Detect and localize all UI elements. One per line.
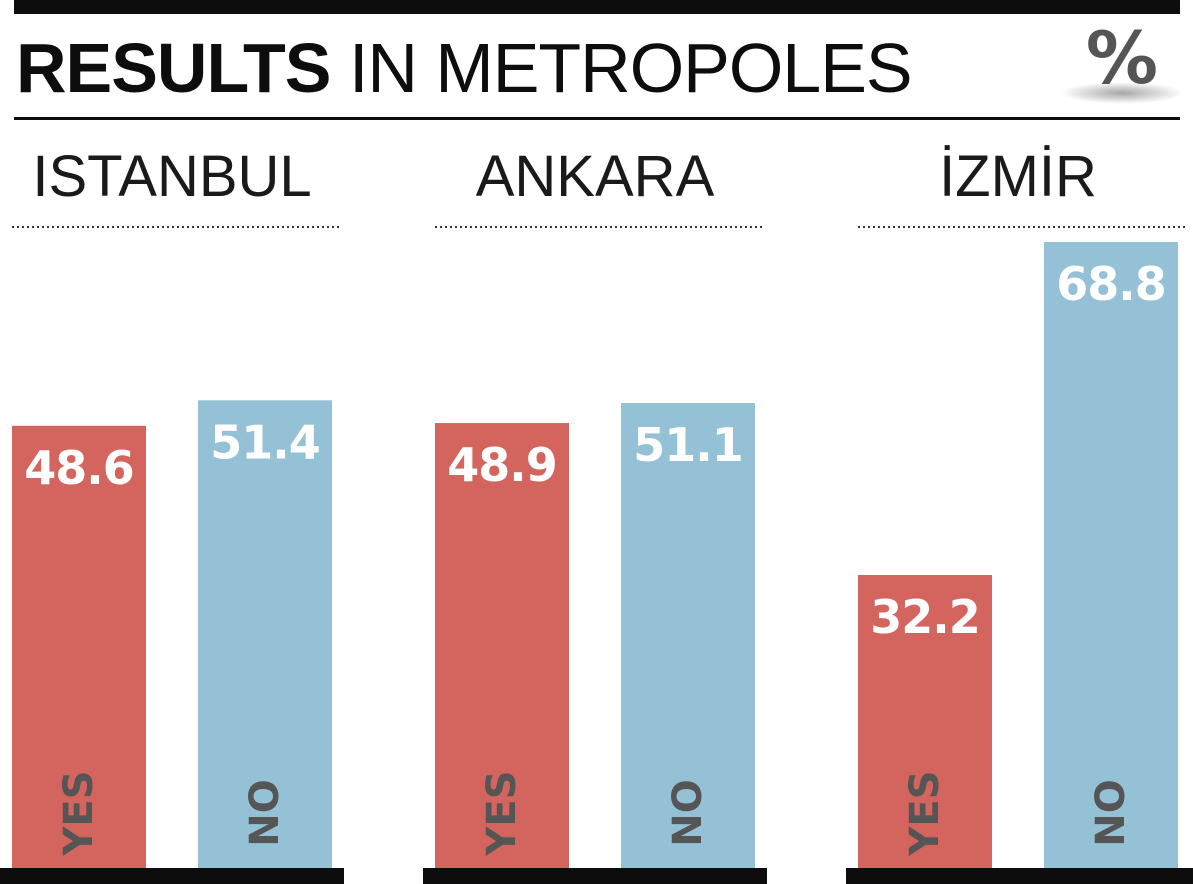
- bar-yes: [858, 575, 992, 868]
- category-label: YES: [902, 770, 948, 856]
- data-label: 51.4: [210, 415, 320, 469]
- data-label: 51.1: [633, 418, 743, 472]
- category-label: YES: [479, 770, 525, 856]
- data-label: 68.8: [1056, 257, 1166, 311]
- title-bold: RESULTS: [16, 29, 331, 107]
- bar-no: [1044, 242, 1178, 868]
- baseline: [0, 868, 344, 884]
- baseline: [423, 868, 767, 884]
- bar-no: [621, 403, 755, 868]
- category-label: NO: [242, 779, 288, 846]
- category-label: NO: [1088, 779, 1134, 846]
- category-label: YES: [56, 770, 102, 856]
- bar-no: [198, 400, 332, 868]
- percent-shadow: [1060, 82, 1184, 104]
- category-label: NO: [665, 779, 711, 846]
- city-title: ISTANBUL: [32, 144, 311, 209]
- percent-icon: %: [1060, 16, 1184, 106]
- data-label: 48.9: [447, 438, 557, 492]
- baseline: [846, 868, 1193, 884]
- city-title: ANKARA: [476, 144, 715, 209]
- city-title: İZMİR: [939, 144, 1097, 209]
- bar-yes: [12, 425, 146, 868]
- top-rule: [14, 0, 1180, 14]
- page-title: RESULTS IN METROPOLES: [16, 26, 913, 110]
- title-regular: IN METROPOLES: [348, 29, 913, 107]
- data-label: 48.6: [24, 441, 134, 495]
- percent-symbol: %: [1085, 16, 1159, 100]
- bar-yes: [435, 423, 569, 868]
- data-label: 32.2: [870, 590, 980, 644]
- title-rule: [14, 117, 1180, 120]
